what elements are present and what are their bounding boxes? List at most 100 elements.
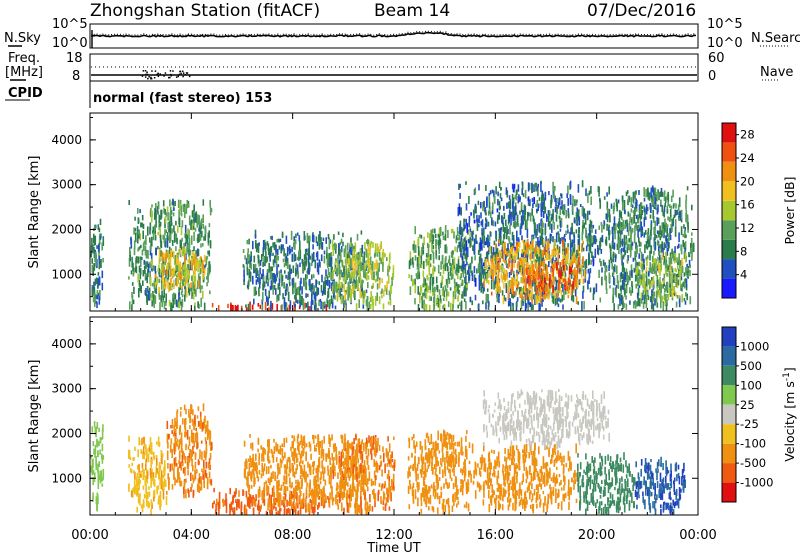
- range-gate-cell: [197, 279, 200, 287]
- range-gate-cell: [173, 233, 176, 243]
- range-gate-cell: [236, 501, 238, 511]
- range-gate-cell: [554, 195, 556, 202]
- range-gate-cell: [131, 462, 133, 466]
- range-gate-cell: [170, 438, 173, 445]
- range-gate-cell: [555, 257, 557, 263]
- range-gate-cell: [97, 285, 99, 289]
- range-gate-cell: [657, 256, 659, 261]
- range-gate-cell: [685, 267, 687, 276]
- range-gate-cell: [523, 288, 526, 292]
- range-gate-cell: [556, 244, 559, 250]
- range-gate-cell: [621, 296, 624, 307]
- range-gate-cell: [178, 287, 180, 296]
- range-gate-cell: [532, 203, 534, 208]
- range-gate-cell: [505, 251, 508, 255]
- range-gate-cell: [538, 271, 541, 278]
- range-gate-cell: [481, 239, 483, 250]
- range-gate-cell: [198, 473, 201, 477]
- range-gate-cell: [649, 283, 652, 288]
- range-gate-cell: [173, 467, 175, 478]
- range-gate-cell: [178, 266, 180, 272]
- range-gate-cell: [469, 296, 472, 303]
- range-gate-cell: [174, 441, 177, 451]
- range-gate-cell: [529, 254, 531, 259]
- range-gate-cell: [528, 244, 531, 249]
- range-gate-cell: [327, 268, 330, 275]
- range-gate-cell: [592, 293, 595, 300]
- range-gate-cell: [446, 262, 448, 267]
- range-gate-cell: [654, 187, 657, 194]
- range-gate-cell: [139, 283, 141, 292]
- range-gate-cell: [661, 222, 663, 232]
- range-gate-cell: [663, 228, 665, 239]
- range-gate-cell: [660, 263, 662, 272]
- range-gate-cell: [179, 296, 181, 305]
- range-gate-cell: [532, 249, 534, 259]
- range-gate-cell: [677, 265, 679, 270]
- range-gate-cell: [517, 248, 520, 253]
- range-gate-cell: [519, 258, 521, 263]
- range-gate-cell: [558, 297, 560, 302]
- range-gate-cell: [461, 257, 464, 265]
- range-gate-cell: [136, 464, 139, 470]
- range-gate-cell: [468, 266, 470, 275]
- range-gate-cell: [691, 256, 693, 261]
- range-gate-cell: [418, 250, 421, 258]
- range-gate-cell: [174, 263, 177, 271]
- range-gate-cell: [198, 476, 201, 483]
- range-gate-cell: [553, 245, 555, 256]
- range-gate-cell: [293, 241, 295, 250]
- range-gate-cell: [204, 469, 207, 477]
- range-gate-cell: [691, 204, 693, 211]
- range-gate-cell: [287, 275, 289, 280]
- range-gate-cell: [516, 230, 518, 241]
- range-gate-cell: [673, 203, 675, 207]
- range-gate-cell: [94, 292, 96, 301]
- range-gate-cell: [680, 247, 683, 255]
- range-gate-cell: [509, 298, 511, 306]
- range-gate-cell: [625, 191, 628, 197]
- range-gate-cell: [618, 210, 621, 218]
- range-gate-cell: [232, 507, 234, 513]
- range-gate-cell: [660, 243, 663, 253]
- range-gate-cell: [535, 245, 538, 251]
- range-gate-cell: [581, 225, 584, 235]
- range-gate-cell: [91, 288, 94, 296]
- range-gate-cell: [512, 197, 515, 204]
- range-gate-cell: [659, 277, 661, 282]
- range-gate-cell: [571, 210, 574, 215]
- nave-dip-point: [184, 74, 187, 76]
- range-gate-cell: [137, 273, 139, 283]
- range-gate-cell: [665, 256, 668, 263]
- range-gate-cell: [131, 489, 134, 498]
- range-gate-cell: [304, 260, 306, 271]
- range-gate-cell: [245, 490, 248, 498]
- range-gate-cell: [521, 188, 523, 195]
- echo-region-0: [90, 218, 105, 309]
- range-gate-cell: [243, 274, 245, 282]
- range-gate-cell: [669, 234, 672, 241]
- range-gate-cell: [689, 264, 691, 268]
- range-gate-cell: [552, 213, 554, 224]
- range-gate-cell: [200, 243, 202, 248]
- date-label: 07/Dec/2016: [587, 1, 697, 21]
- range-gate-cell: [457, 304, 459, 309]
- range-gate-cell: [627, 195, 630, 202]
- noise-traces: [91, 30, 697, 48]
- range-gate-cell: [97, 272, 100, 276]
- range-gate-cell: [430, 273, 432, 278]
- range-gate-cell: [94, 430, 97, 436]
- range-gate-cell: [326, 258, 329, 266]
- range-gate-cell: [179, 481, 181, 487]
- range-gate-cell: [167, 463, 169, 469]
- range-gate-cell: [380, 291, 383, 295]
- range-gate-cell: [344, 259, 347, 264]
- range-gate-cell: [651, 299, 653, 310]
- range-gate-cell: [201, 266, 203, 274]
- range-gate-cell: [294, 254, 297, 261]
- range-gate-cell: [96, 295, 99, 300]
- range-gate-cell: [344, 299, 347, 304]
- range-gate-cell: [581, 301, 583, 311]
- range-gate-cell: [157, 436, 160, 446]
- range-gate-cell: [487, 221, 490, 227]
